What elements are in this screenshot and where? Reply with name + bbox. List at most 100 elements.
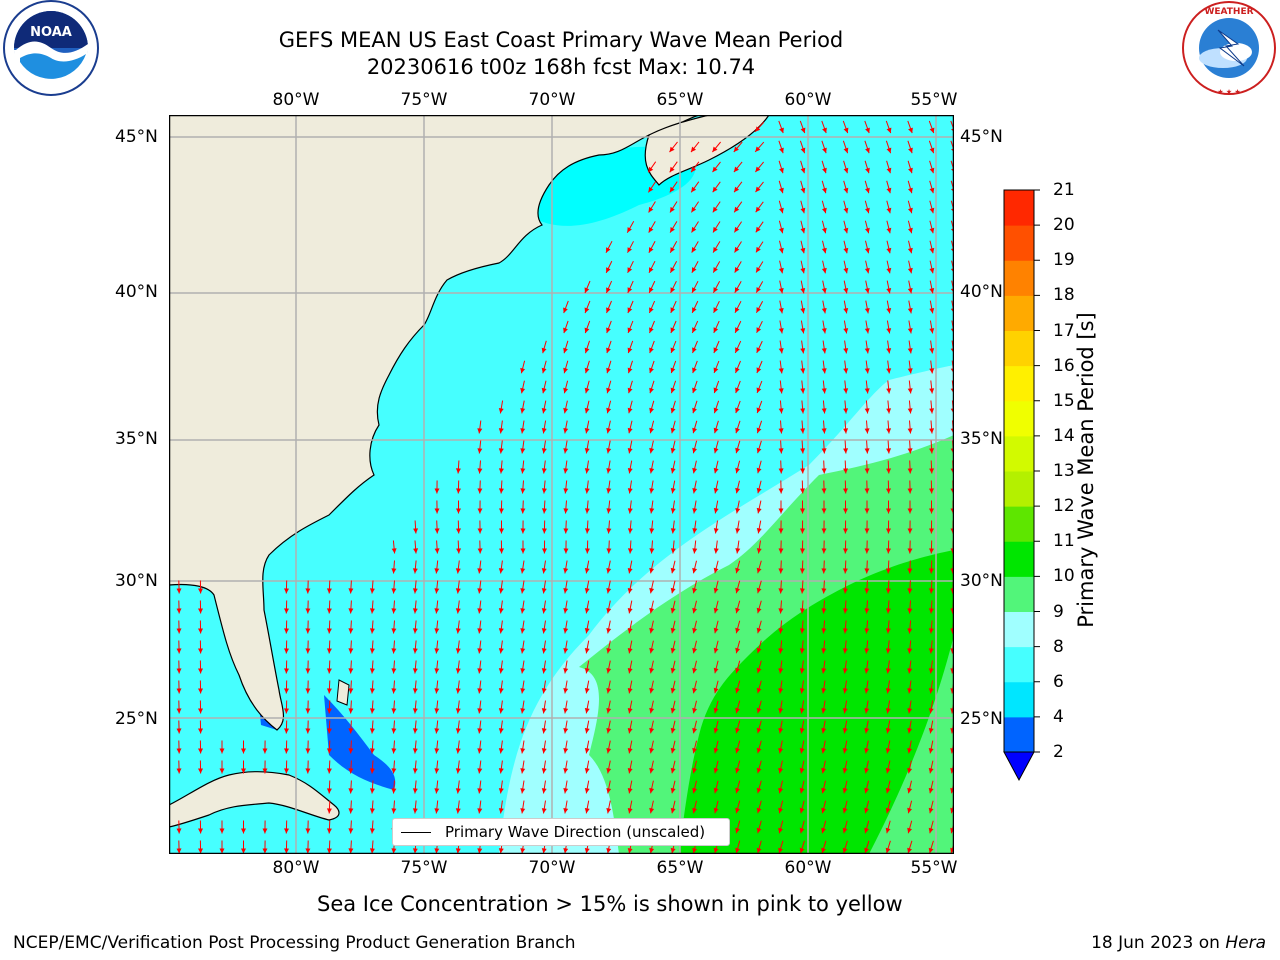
wave-arrow-head <box>713 307 719 313</box>
colorbar-tick-label: 6 <box>1053 671 1064 692</box>
wave-arrow-head <box>563 788 569 794</box>
wave-arrow-head <box>305 588 311 594</box>
wave-arrow-head <box>886 167 892 174</box>
lon-label-bottom-70w: 70°W <box>528 858 576 878</box>
colorbar-segment <box>1004 506 1034 542</box>
wave-arrow-head <box>907 767 913 774</box>
noaa-logo: NOAA <box>3 0 99 96</box>
wave-arrow-head <box>822 207 827 214</box>
colorbar-tick-label: 19 <box>1053 250 1075 271</box>
wave-arrow-head <box>735 687 740 694</box>
wave-arrow-head <box>886 388 892 394</box>
wave-arrow-head <box>606 307 611 314</box>
wave-arrow-head <box>928 728 934 734</box>
legend-label: Primary Wave Direction (unscaled) <box>445 823 706 841</box>
colorbar-segment <box>1004 646 1034 683</box>
lat-label-right-30n: 30°N <box>960 571 1003 591</box>
wave-arrow-head <box>713 287 718 293</box>
wave-arrow-head <box>434 808 440 814</box>
wave-arrow-head <box>606 808 612 814</box>
wave-arrow-head <box>907 288 913 294</box>
wave-arrow-head <box>198 608 203 614</box>
wave-arrow-head <box>885 688 891 694</box>
wave-arrow-head <box>369 708 375 714</box>
wave-arrow-head <box>843 408 849 414</box>
wave-arrow-head <box>649 407 654 414</box>
wave-arrow-head <box>649 528 655 534</box>
wave-arrow-head <box>885 807 891 814</box>
wave-arrow-head <box>907 588 913 594</box>
wave-direction-arrows <box>176 120 954 854</box>
wave-arrow-head <box>864 668 870 674</box>
wave-arrow-head <box>670 387 676 394</box>
wave-arrow-head <box>477 428 483 434</box>
wave-arrow-head <box>326 788 332 794</box>
wave-arrow-head <box>907 528 913 534</box>
wave-arrow-head <box>692 667 698 674</box>
wave-arrow-head <box>520 768 526 774</box>
wave-arrow-head <box>606 387 611 394</box>
wave-arrow-head <box>800 528 805 534</box>
wave-arrow-head <box>778 488 784 494</box>
wave-arrow-head <box>606 448 612 454</box>
wave-arrow-head <box>886 488 891 494</box>
wave-arrow-head <box>670 647 676 654</box>
wave-arrow-head <box>176 668 182 674</box>
wave-arrow-head <box>713 767 719 774</box>
wave-arrow-head <box>778 247 784 254</box>
wave-arrow-head <box>649 327 654 334</box>
wave-arrow-head <box>584 628 590 634</box>
wave-arrow-head <box>800 408 806 414</box>
wave-arrow-head <box>800 288 806 294</box>
wave-arrow-head <box>713 687 719 694</box>
wave-arrow-head <box>649 807 655 814</box>
wave-arrow-head <box>907 827 912 834</box>
wave-arrow-head <box>713 747 719 754</box>
wave-arrow-head <box>821 388 827 394</box>
wave-arrow-head <box>735 607 740 614</box>
wave-arrow-head <box>477 588 483 594</box>
wave-arrow-head <box>477 468 483 474</box>
wave-arrow-head <box>778 267 784 274</box>
wave-arrow-head <box>520 408 526 414</box>
wave-arrow-head <box>348 668 354 674</box>
wave-arrow-head <box>584 708 590 714</box>
nova-scotia-land <box>644 115 770 186</box>
wave-arrow-head <box>262 748 268 754</box>
wave-arrow-head <box>563 668 569 674</box>
wave-arrow-head <box>670 548 676 554</box>
wave-arrow-head <box>412 668 418 674</box>
wave-arrow-head <box>606 788 612 794</box>
wave-arrow-head <box>326 768 332 774</box>
wave-arrow-head <box>843 207 849 214</box>
wave-arrow-head <box>241 748 246 754</box>
svg-text:★ ★ ★: ★ ★ ★ <box>1217 88 1240 96</box>
wave-arrow-head <box>563 648 569 654</box>
wave-arrow-head <box>627 267 633 273</box>
wave-arrow-head <box>734 226 740 233</box>
wave-arrow-head <box>176 588 182 594</box>
wave-arrow-head <box>455 848 461 854</box>
wave-arrow-head <box>649 747 655 754</box>
wave-arrow-head <box>692 687 698 694</box>
wave-arrow-head <box>779 167 784 174</box>
wave-arrow-head <box>908 187 913 194</box>
wave-arrow-head <box>670 427 676 434</box>
wave-arrow-head <box>176 848 182 854</box>
wave-arrow-head <box>756 727 762 734</box>
wave-arrow-head <box>885 648 891 654</box>
wave-arrow-head <box>606 327 611 334</box>
wave-arrow-head <box>929 227 935 234</box>
wave-arrow-head <box>692 287 697 293</box>
colorbar-tick-label: 17 <box>1053 320 1075 341</box>
wave-arrow-head <box>692 488 698 494</box>
wave-arrow-head <box>756 267 761 273</box>
sea-ice-note: Sea Ice Concentration > 15% is shown in … <box>317 892 903 916</box>
wave-arrow-head <box>799 688 805 694</box>
wave-arrow-head <box>885 847 891 854</box>
wave-arrow-head <box>649 707 655 714</box>
wave-arrow-head <box>627 608 633 614</box>
wave-period-map[interactable] <box>169 115 954 854</box>
wave-arrow-head <box>391 668 397 674</box>
wave-arrow-head <box>520 748 526 754</box>
